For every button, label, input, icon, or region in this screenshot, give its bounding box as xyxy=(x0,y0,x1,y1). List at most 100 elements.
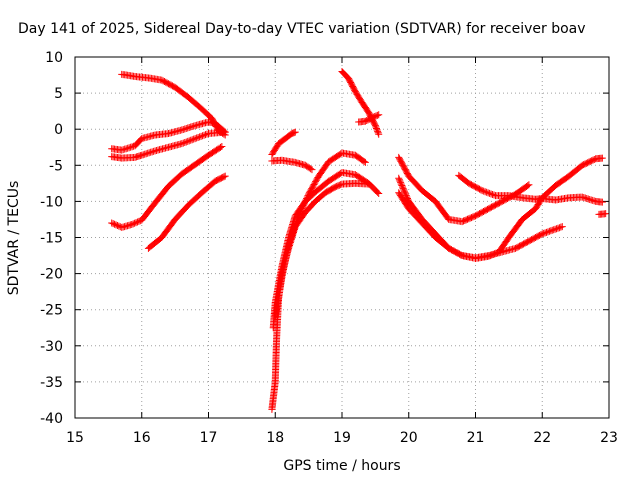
data-point xyxy=(397,180,405,188)
data-point xyxy=(398,182,406,190)
data-point xyxy=(483,188,491,196)
data-point xyxy=(286,236,294,244)
data-point xyxy=(300,200,308,208)
data-point xyxy=(373,126,381,134)
data-point xyxy=(178,140,186,148)
series-s15 xyxy=(395,154,606,262)
data-point xyxy=(199,132,207,140)
y-tick-label: -10 xyxy=(40,194,63,210)
data-point xyxy=(489,191,497,199)
series-s3 xyxy=(108,128,229,162)
y-tick-label: -20 xyxy=(40,267,63,283)
data-point xyxy=(396,177,404,185)
x-tick-label: 20 xyxy=(400,430,418,446)
series-s11 xyxy=(338,67,383,138)
data-point xyxy=(131,219,139,227)
data-point xyxy=(372,124,380,132)
series-s17 xyxy=(595,210,610,218)
data-point xyxy=(375,189,383,197)
data-point xyxy=(202,131,210,139)
data-point xyxy=(400,187,408,195)
data-point xyxy=(285,241,293,249)
series-s13 xyxy=(395,153,533,226)
data-point xyxy=(297,206,305,214)
data-point xyxy=(598,198,606,206)
data-point xyxy=(294,215,302,223)
data-point xyxy=(544,228,552,236)
data-point xyxy=(287,234,295,241)
x-tick-label: 21 xyxy=(467,430,485,446)
data-point xyxy=(299,202,307,210)
data-point xyxy=(111,220,119,228)
data-point xyxy=(541,229,549,237)
data-point xyxy=(301,197,309,205)
data-point xyxy=(188,136,196,144)
data-point xyxy=(553,225,561,233)
data-point xyxy=(360,158,368,166)
data-point xyxy=(295,210,303,218)
chart-title: Day 141 of 2025, Sidereal Day-to-day VTE… xyxy=(18,21,586,37)
data-point xyxy=(295,212,303,220)
data-point xyxy=(487,190,495,198)
data-point xyxy=(302,196,310,204)
data-point xyxy=(128,221,136,229)
data-point xyxy=(109,220,117,228)
data-point xyxy=(489,250,497,258)
data-point xyxy=(221,172,229,180)
data-point xyxy=(292,221,300,229)
x-tick-label: 16 xyxy=(133,430,151,446)
data-point xyxy=(197,132,205,140)
data-point xyxy=(524,182,532,190)
data-point xyxy=(296,209,304,217)
data-point xyxy=(371,122,379,130)
data-point xyxy=(292,219,300,227)
data-point xyxy=(291,223,299,231)
data-point xyxy=(132,219,140,227)
data-point xyxy=(286,238,294,246)
series-s7 xyxy=(268,128,299,158)
data-point xyxy=(492,249,500,257)
x-tick-label: 15 xyxy=(66,430,84,446)
data-point xyxy=(191,135,199,143)
data-point xyxy=(525,181,533,189)
data-point xyxy=(545,227,553,235)
data-point xyxy=(289,229,297,237)
y-tick-label: 10 xyxy=(45,50,63,66)
data-point xyxy=(293,216,301,224)
data-point xyxy=(196,133,204,141)
data-point xyxy=(303,195,311,203)
data-point xyxy=(558,223,566,231)
data-point xyxy=(478,187,486,195)
data-point xyxy=(287,235,295,243)
series-s6 xyxy=(268,156,316,174)
data-point xyxy=(133,218,141,226)
series-s16 xyxy=(455,171,606,206)
series-s1 xyxy=(118,70,229,139)
data-point xyxy=(372,123,380,131)
data-point xyxy=(481,188,489,196)
data-point xyxy=(395,174,403,182)
plot-frame xyxy=(74,56,610,419)
data-point xyxy=(291,222,299,230)
data-point xyxy=(297,208,305,216)
ticks-layer: 15 16 17 18 19 20 21 22 23 10 5 0 -5 -10 -15 -20 -25 -30 -… xyxy=(40,50,618,446)
data-point xyxy=(485,252,493,260)
data-point xyxy=(200,131,208,139)
data-point xyxy=(290,226,298,234)
series-s5 xyxy=(144,172,229,252)
data-point xyxy=(540,229,548,237)
y-axis-title: SDTVAR / TECUs xyxy=(6,181,22,296)
x-tick-label: 19 xyxy=(333,430,351,446)
y-tick-label: -25 xyxy=(40,303,63,319)
x-tick-label: 23 xyxy=(600,430,618,446)
data-point xyxy=(298,205,306,213)
data-point xyxy=(397,179,405,187)
data-point xyxy=(184,137,192,145)
series-s8 xyxy=(268,179,373,413)
data-point xyxy=(290,225,298,233)
data-point xyxy=(555,224,563,232)
data-point xyxy=(602,210,610,218)
data-point xyxy=(194,133,202,141)
data-point xyxy=(375,111,383,119)
